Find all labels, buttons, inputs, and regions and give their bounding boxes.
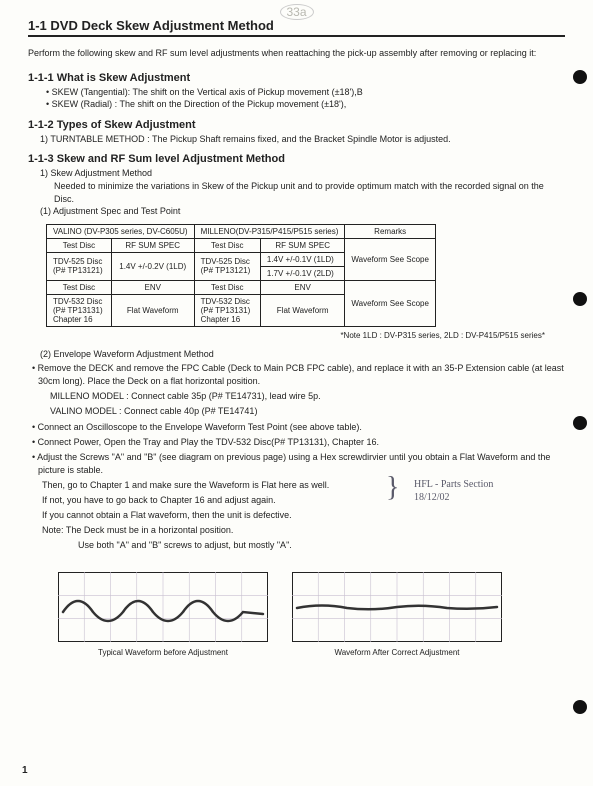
valino-cable: VALINO MODEL : Connect cable 40p (P# TE1… — [28, 405, 565, 418]
th-milleno: MILLENO(DV-P315/P415/P515 series) — [194, 224, 345, 238]
punch-hole — [573, 292, 587, 306]
waveform-after: Waveform After Correct Adjustment — [292, 572, 502, 657]
cell-line: TDV-532 Disc — [53, 297, 102, 306]
env-heading: (2) Envelope Waveform Adjustment Method — [28, 348, 565, 361]
cell-line: Chapter 16 — [53, 315, 93, 324]
skew-adj-method: 1) Skew Adjustment Method — [28, 167, 565, 180]
cell-line: (P# TP13131) — [53, 306, 103, 315]
punch-hole — [573, 700, 587, 714]
intro-text: Perform the following skew and RF sum le… — [28, 47, 565, 60]
skew-radial: SKEW (Radial) : The shift on the Directi… — [28, 98, 565, 111]
cell-line: (P# TP13131) — [201, 306, 251, 315]
env-step: • Adjust the Screws "A" and "B" (see dia… — [28, 451, 565, 477]
spec-table: VALINO (DV-P305 series, DV-C605U) MILLEN… — [46, 224, 436, 327]
turntable-method: 1) TURNTABLE METHOD : The Pickup Shaft r… — [28, 133, 565, 146]
punch-hole — [573, 416, 587, 430]
cell: Test Disc — [194, 280, 260, 294]
waveform-before-svg — [58, 572, 268, 642]
cell: ENV — [111, 280, 194, 294]
env-step: • Connect an Oscilloscope to the Envelop… — [28, 421, 565, 434]
cell: ENV — [260, 280, 345, 294]
waveform-row: Typical Waveform before Adjustment Wavef… — [58, 572, 565, 657]
cell: 1.7V +/-0.1V (2LD) — [260, 266, 345, 280]
cell: Flat Waveform — [111, 294, 194, 326]
th-remarks: Remarks — [345, 224, 436, 238]
cell-remarks: Waveform See Scope — [345, 280, 436, 326]
milleno-cable: MILLENO MODEL : Connect cable 35p (P# TE… — [28, 390, 565, 403]
heading-1-1-2: 1-1-2 Types of Skew Adjustment — [28, 119, 565, 131]
section-title: 1-1 DVD Deck Skew Adjustment Method — [28, 18, 274, 33]
waveform-after-caption: Waveform After Correct Adjustment — [334, 648, 459, 657]
cell-line: Chapter 16 — [201, 315, 241, 324]
handwritten-brace: } — [386, 472, 399, 504]
table-row: VALINO (DV-P305 series, DV-C605U) MILLEN… — [47, 224, 436, 238]
cell: 1.4V +/-0.2V (1LD) — [111, 252, 194, 280]
env-step: • Remove the DECK and remove the FPC Cab… — [28, 362, 565, 388]
waveform-after-svg — [292, 572, 502, 642]
skew-tangential: SKEW (Tangential): The shift on the Vert… — [28, 86, 565, 99]
table-row: Test Disc ENV Test Disc ENV Waveform See… — [47, 280, 436, 294]
env-step: If you cannot obtain a Flat waveform, th… — [28, 509, 565, 522]
env-note-sub: Use both "A" and "B" screws to adjust, b… — [28, 539, 565, 552]
cell: Test Disc — [194, 238, 260, 252]
page-number: 1 — [22, 765, 28, 776]
cell-line: TDV-525 Disc — [53, 257, 102, 266]
cell-line: TDV-532 Disc — [201, 297, 250, 306]
cell: RF SUM SPEC — [260, 238, 345, 252]
skew-adj-desc: Needed to minimize the variations in Ske… — [28, 180, 565, 205]
handnote-line: HFL - Parts Section — [414, 479, 493, 490]
table-footnote: *Note 1LD : DV-P315 series, 2LD : DV-P41… — [28, 331, 545, 340]
env-note: Note: The Deck must be in a horizontal p… — [28, 524, 565, 537]
cell: TDV-525 Disc (P# TP13121) — [47, 252, 112, 280]
cell: Test Disc — [47, 280, 112, 294]
table-row: Test Disc RF SUM SPEC Test Disc RF SUM S… — [47, 238, 436, 252]
env-step: • Connect Power, Open the Tray and Play … — [28, 436, 565, 449]
cell: RF SUM SPEC — [111, 238, 194, 252]
top-scribble: 33a — [279, 4, 313, 20]
cell: 1.4V +/-0.1V (1LD) — [260, 252, 345, 266]
handnote-line: 18/12/02 — [414, 492, 450, 503]
waveform-before: Typical Waveform before Adjustment — [58, 572, 268, 657]
cell: Test Disc — [47, 238, 112, 252]
waveform-before-caption: Typical Waveform before Adjustment — [98, 648, 228, 657]
cell: TDV-525 Disc (P# TP13121) — [194, 252, 260, 280]
cell-line: TDV-525 Disc — [201, 257, 250, 266]
heading-1-1-3: 1-1-3 Skew and RF Sum level Adjustment M… — [28, 153, 565, 165]
adj-spec-label: (1) Adjustment Spec and Test Point — [28, 205, 565, 218]
punch-hole — [573, 70, 587, 84]
handwritten-annotation: HFL - Parts Section 18/12/02 — [414, 478, 493, 504]
cell: TDV-532 Disc (P# TP13131) Chapter 16 — [47, 294, 112, 326]
heading-1-1-1: 1-1-1 What is Skew Adjustment — [28, 72, 565, 84]
cell: TDV-532 Disc (P# TP13131) Chapter 16 — [194, 294, 260, 326]
title-row: 1-1 DVD Deck Skew Adjustment Method — [28, 18, 565, 37]
cell-line: (P# TP13121) — [201, 266, 251, 275]
cell-remarks: Waveform See Scope — [345, 238, 436, 280]
page: 33a 1-1 DVD Deck Skew Adjustment Method … — [0, 0, 593, 786]
cell-line: (P# TP13121) — [53, 266, 103, 275]
th-valino: VALINO (DV-P305 series, DV-C605U) — [47, 224, 195, 238]
cell: Flat Waveform — [260, 294, 345, 326]
